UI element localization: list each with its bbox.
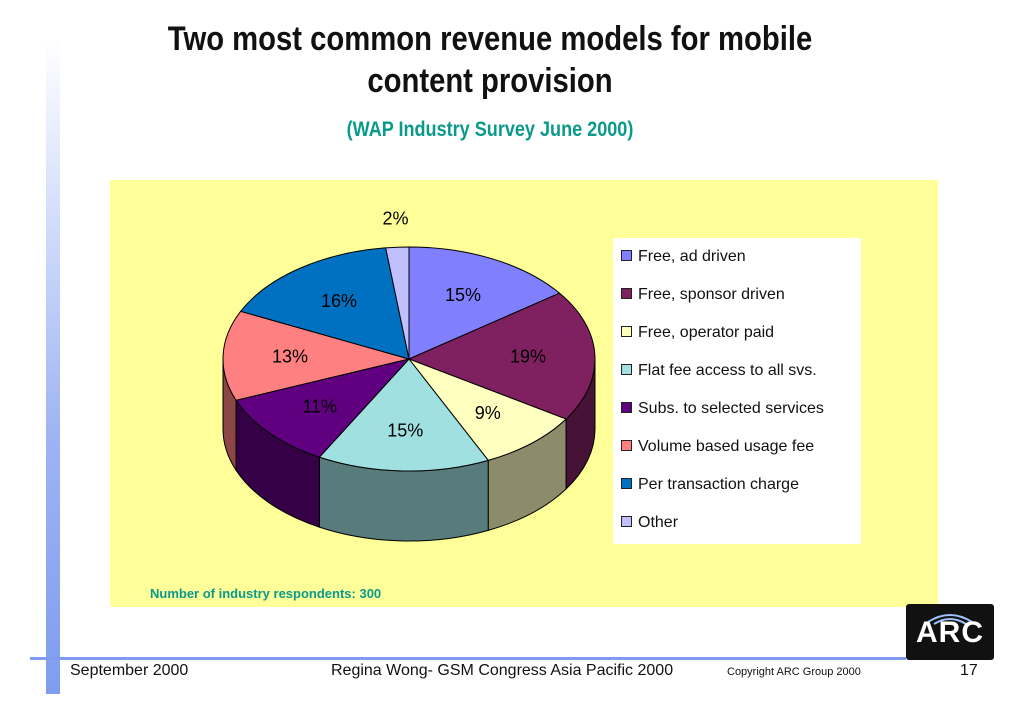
legend-item: Flat fee access to all svs. (621, 362, 817, 382)
legend-item: Free, ad driven (621, 248, 746, 268)
legend-swatch (621, 402, 632, 414)
legend-label: Free, operator paid (638, 324, 775, 341)
legend-swatch (621, 440, 632, 452)
pie-slice-6 (222, 310, 411, 401)
pie-chart: 15% 19% 9% 15% 11% 13% 16% 2% (222, 208, 596, 542)
legend-item: Other (621, 514, 678, 534)
page-number: 17 (960, 662, 978, 679)
legend-item: Per transaction charge (621, 476, 799, 496)
legend-label: Other (638, 514, 679, 531)
pie-slice-1 (408, 246, 561, 360)
pie-top-faces (222, 246, 596, 472)
pie-slice-5 (235, 358, 411, 458)
footer-date: September 2000 (70, 662, 189, 679)
legend-label: Per transaction charge (638, 476, 799, 493)
pie-slice-2 (407, 292, 596, 420)
slide-title: Two most common revenue models for mobil… (120, 18, 860, 102)
logo-arc-icon (927, 614, 973, 625)
data-label-3: 9% (475, 403, 501, 423)
title-line-2: content provision (367, 62, 613, 100)
pie-data-labels: 15% 19% 9% 15% 11% 13% 16% 2% (272, 208, 546, 440)
legend-label: Flat fee access to all svs. (638, 362, 817, 379)
data-label-5: 11% (302, 396, 337, 416)
footer-copyright: Copyright ARC Group 2000 (727, 666, 861, 678)
legend-item: Free, operator paid (621, 324, 774, 344)
pie-slice-3 (407, 357, 567, 461)
pie-slice-8 (385, 246, 410, 360)
pie-slice-4 (318, 358, 490, 472)
left-accent-bar (46, 38, 60, 694)
slide-subtitle: (WAP Industry Survey June 2000) (346, 118, 634, 141)
respondents-note: Number of industry respondents: 300 (150, 586, 382, 601)
data-label-6: 13% (272, 347, 308, 367)
legend-label: Subs. to selected services (638, 400, 824, 417)
legend-swatch (621, 326, 632, 338)
legend-swatch (621, 478, 632, 490)
pie-side-walls (222, 358, 596, 542)
legend-swatch (621, 364, 632, 376)
data-label-8: 2% (383, 208, 409, 228)
legend-swatch (621, 288, 632, 300)
data-label-1: 15% (445, 285, 481, 305)
data-label-2: 19% (510, 347, 546, 367)
footer-divider (30, 657, 906, 660)
data-label-4: 15% (387, 421, 423, 441)
legend-label: Volume based usage fee (638, 438, 815, 455)
footer-presenter: Regina Wong- GSM Congress Asia Pacific 2… (331, 662, 674, 679)
arc-logo: ARC (906, 604, 994, 660)
data-label-7: 16% (321, 291, 357, 311)
legend-label: Free, ad driven (638, 248, 746, 265)
legend-label: Free, sponsor driven (638, 286, 785, 303)
legend-item: Volume based usage fee (621, 438, 814, 458)
legend-item: Subs. to selected services (621, 400, 824, 420)
logo-text: ARC (916, 616, 984, 649)
legend-item: Free, sponsor driven (621, 286, 785, 306)
pie-slice-7 (239, 247, 410, 360)
legend-swatch (621, 250, 632, 262)
legend-swatch (621, 516, 632, 528)
title-line-1: Two most common revenue models for mobil… (167, 20, 813, 58)
chart-legend: Free, ad driven Free, sponsor driven Free,… (613, 238, 861, 544)
